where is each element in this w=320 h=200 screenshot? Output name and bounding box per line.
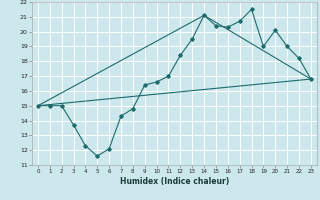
X-axis label: Humidex (Indice chaleur): Humidex (Indice chaleur) [120, 177, 229, 186]
